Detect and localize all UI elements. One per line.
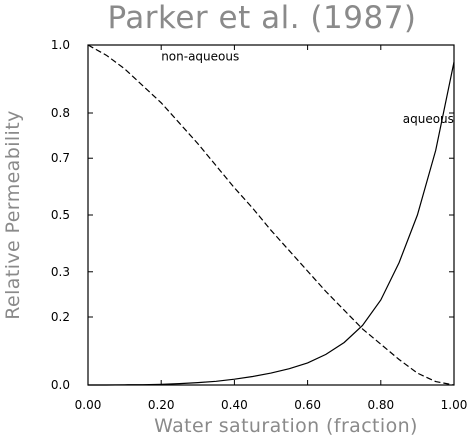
y-tick-label: 0.5 [51,208,70,222]
plot-frame [87,44,455,386]
curve-label: aqueous [403,112,454,126]
y-tick-label: 0.7 [51,151,70,165]
y-tick-label: 1.0 [51,38,70,52]
series-line-non-aqueous [87,44,455,386]
y-tick-label: 0.3 [51,265,70,279]
axis-ticks: 0.00 0.20 0.40 0.60 0.80 1.00 0.0 0.2 0.3 0.5 0.7 0… [51,38,467,412]
x-tick-label: 1.00 [441,398,468,412]
y-tick-label: 0.0 [51,378,70,392]
x-tick-label: 0.60 [294,398,321,412]
x-tick-label: 0.80 [367,398,394,412]
x-tick-label: 0.20 [148,398,175,412]
series-line-aqueous [88,61,455,386]
curve-label: non-aqueous [161,49,239,63]
chart-title: Parker et al. (1987) [107,0,416,36]
curves [87,44,455,386]
y-tick-label: 0.2 [51,310,70,324]
x-axis-label: Water saturation (fraction) [154,415,418,436]
curve-labels: non-aqueous aqueous [161,49,454,126]
y-tick-label: 0.8 [51,106,70,120]
y-axis-label: Relative Permeability [2,110,24,319]
x-tick-label: 0.00 [75,398,102,412]
x-tick-label: 0.40 [221,398,248,412]
